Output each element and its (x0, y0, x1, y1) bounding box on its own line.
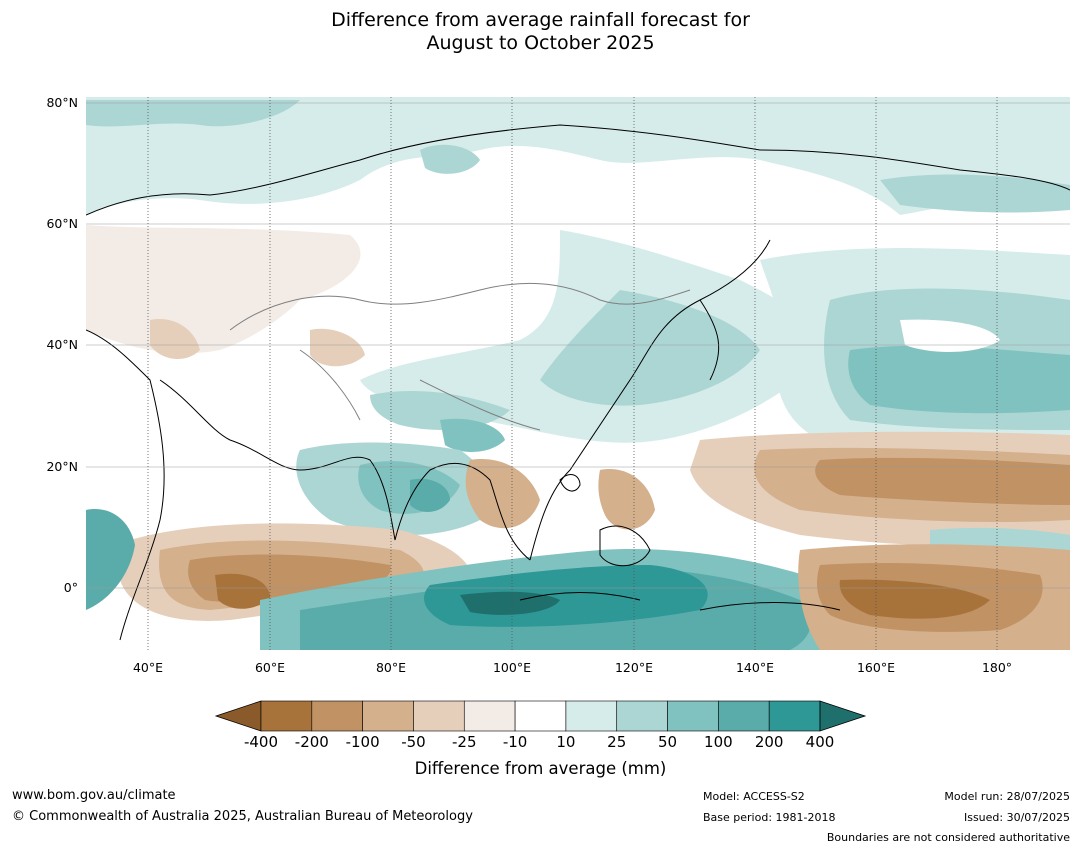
lon-label: 120°E (614, 660, 653, 675)
anomaly-region (215, 573, 270, 609)
colorbar-swatch (565, 700, 618, 732)
colorbar-tick-label: 200 (754, 733, 784, 751)
website-link[interactable]: www.bom.gov.au/climate (12, 788, 176, 803)
colorbar-swatch (260, 700, 313, 732)
colorbar-swatch (362, 700, 414, 732)
coastlines (86, 124, 1070, 641)
anomaly-region (465, 459, 540, 529)
colorbar-tick-label: 400 (805, 733, 835, 751)
issued-text: Issued: 30/07/2025 (963, 811, 1070, 824)
anomaly-region (815, 457, 1070, 505)
anomaly-region (880, 174, 1070, 213)
anomaly-region (86, 100, 300, 127)
colorbar-tick-label: -10 (502, 733, 528, 751)
colorbar-title: Difference from average (mm) (414, 759, 667, 778)
copyright-text: © Commonwealth of Australia 2025, Austra… (12, 809, 473, 824)
colorbar-tick-label: 50 (657, 733, 678, 751)
colorbar-swatch (514, 700, 567, 732)
colorbar-swatch (768, 700, 821, 732)
lat-label: 80°N (46, 95, 78, 110)
lon-label: 40°E (132, 660, 164, 675)
colorbar-swatch (667, 700, 719, 732)
model-run-text: Model run: 28/07/2025 (944, 790, 1070, 803)
title-line-1: Difference from average rainfall forecas… (331, 9, 750, 31)
anomaly-region (310, 328, 365, 367)
colorbar-tick-label: -50 (401, 733, 426, 751)
title-line-2: August to October 2025 (426, 32, 655, 54)
colorbar-swatch (718, 700, 770, 732)
colorbar-swatch (616, 700, 668, 732)
lon-label: 80°E (375, 660, 407, 675)
chart-title: Difference from average rainfall forecas… (0, 9, 1081, 55)
lon-label: 160°E (856, 660, 895, 675)
longitude-gridlines (147, 97, 998, 650)
colorbar-tick-label: -200 (294, 733, 329, 751)
anomaly-region (420, 144, 480, 174)
colorbar-tick-label: 10 (556, 733, 576, 751)
colorbar-arrow-high (819, 700, 867, 732)
lon-label: 60°E (254, 660, 286, 675)
anomaly-region (410, 478, 450, 512)
anomaly-region (440, 418, 505, 452)
colorbar-tick-label: -100 (345, 733, 380, 751)
lon-label: 180° (981, 660, 1013, 675)
colorbar-swatch (463, 700, 516, 732)
anomaly-region (839, 579, 990, 619)
colorbar-swatch (413, 700, 465, 732)
lat-label: 40°N (46, 337, 78, 352)
latitude-gridlines (86, 102, 1070, 589)
anomaly-region (86, 509, 135, 610)
anomaly-region (900, 319, 1000, 352)
lat-label: 60°N (46, 216, 78, 231)
colorbar-tick-label: 100 (704, 733, 733, 751)
base-period-text: Base period: 1981-2018 (703, 811, 836, 824)
anomaly-region (150, 319, 200, 360)
colorbar-tick-label: -25 (452, 733, 477, 751)
disclaimer-text: Boundaries are not considered authoritat… (826, 831, 1070, 844)
anomaly-region (598, 469, 655, 530)
colorbar-swatch (311, 700, 363, 732)
anomaly-region (460, 591, 560, 615)
model-text: Model: ACCESS-S2 (703, 790, 805, 803)
anomaly-region (370, 390, 510, 430)
anomaly-region (848, 345, 1070, 414)
lon-label: 100°E (492, 660, 531, 675)
anomaly-region (86, 97, 1070, 215)
colorbar-arrow-low (214, 700, 262, 732)
lat-label: 20°N (46, 459, 78, 474)
country-borders (229, 282, 691, 431)
lat-label: 0° (63, 580, 78, 595)
lon-label: 140°E (735, 660, 774, 675)
rainfall-anomaly-map (86, 97, 1070, 650)
colorbar-tick-label: -400 (243, 733, 279, 751)
colorbar-tick-label: 25 (607, 733, 627, 751)
